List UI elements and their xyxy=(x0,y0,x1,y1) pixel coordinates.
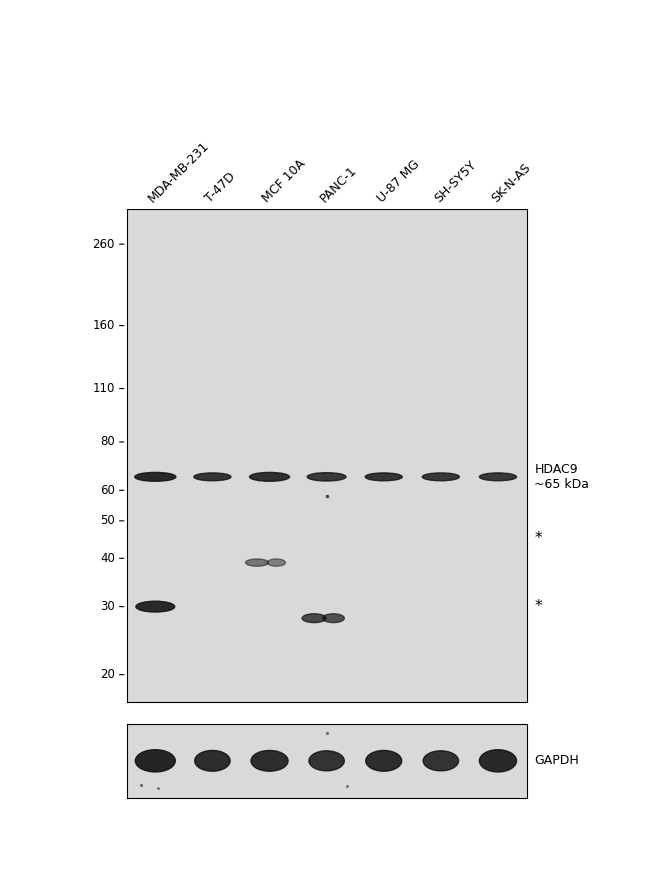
Ellipse shape xyxy=(480,750,517,772)
Ellipse shape xyxy=(302,614,326,623)
Ellipse shape xyxy=(322,614,344,623)
Text: 30: 30 xyxy=(100,600,115,613)
Text: SK-N-AS: SK-N-AS xyxy=(489,161,533,206)
Ellipse shape xyxy=(246,559,268,566)
Ellipse shape xyxy=(480,473,517,480)
Ellipse shape xyxy=(136,601,175,612)
Text: 60: 60 xyxy=(100,484,115,497)
Ellipse shape xyxy=(307,473,346,481)
Text: U-87 MG: U-87 MG xyxy=(374,158,422,206)
Text: 110: 110 xyxy=(92,382,115,395)
Text: 20: 20 xyxy=(100,668,115,681)
Text: MCF 10A: MCF 10A xyxy=(261,157,308,206)
Text: 160: 160 xyxy=(92,319,115,332)
Ellipse shape xyxy=(251,751,288,771)
Text: *: * xyxy=(534,599,542,614)
Text: 40: 40 xyxy=(100,552,115,565)
Text: T-47D: T-47D xyxy=(203,170,239,206)
Ellipse shape xyxy=(365,473,402,480)
Text: HDAC9
~65 kDa: HDAC9 ~65 kDa xyxy=(534,463,590,491)
Text: 260: 260 xyxy=(92,238,115,250)
Ellipse shape xyxy=(195,751,230,771)
Text: MDA-MB-231: MDA-MB-231 xyxy=(146,140,212,206)
Ellipse shape xyxy=(250,473,289,481)
Text: 50: 50 xyxy=(100,514,115,528)
Ellipse shape xyxy=(423,751,458,771)
Ellipse shape xyxy=(135,750,176,772)
Ellipse shape xyxy=(194,473,231,480)
Ellipse shape xyxy=(135,473,176,481)
Ellipse shape xyxy=(267,559,285,566)
Text: SH-SY5Y: SH-SY5Y xyxy=(432,159,478,206)
Text: 80: 80 xyxy=(100,435,115,448)
Ellipse shape xyxy=(309,751,344,771)
Text: *: * xyxy=(534,531,542,546)
Ellipse shape xyxy=(366,751,402,771)
Text: GAPDH: GAPDH xyxy=(534,754,579,767)
Text: PANC-1: PANC-1 xyxy=(317,164,359,206)
Ellipse shape xyxy=(422,473,460,480)
